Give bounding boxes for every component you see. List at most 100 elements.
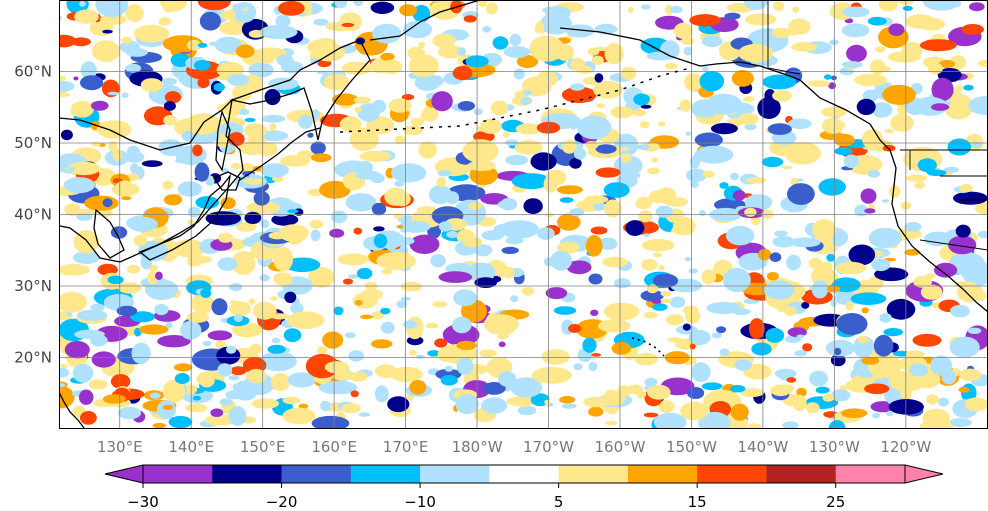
- anomaly-patch: [516, 55, 539, 68]
- anomaly-patch: [738, 43, 774, 63]
- anomaly-patch: [805, 402, 820, 414]
- anomaly-patch: [90, 303, 105, 311]
- anomaly-patch: [248, 62, 274, 78]
- anomaly-patch: [909, 363, 929, 377]
- anomaly-patch: [194, 60, 211, 71]
- anomaly-patch: [198, 373, 215, 388]
- anomaly-patch: [975, 202, 988, 215]
- anomaly-patch: [232, 322, 263, 338]
- anomaly-patch: [401, 221, 431, 233]
- anomaly-patch: [271, 337, 281, 344]
- anomaly-patch: [60, 129, 73, 141]
- anomaly-patch: [73, 366, 93, 375]
- lon-label-130w: 130°W: [809, 438, 860, 456]
- anomaly-patch: [452, 316, 472, 334]
- latitude-labels: 60°N 50°N 40°N 30°N 20°N: [14, 63, 52, 367]
- anomaly-patch: [826, 284, 841, 293]
- anomaly-patch: [175, 158, 192, 164]
- anomaly-patch: [770, 384, 791, 397]
- anomaly-patch: [846, 44, 867, 63]
- anomaly-patch: [399, 4, 417, 17]
- colorbar-segment: [558, 465, 629, 483]
- anomaly-patch: [632, 109, 647, 117]
- anomaly-patch: [384, 187, 408, 206]
- anomaly-patch: [702, 170, 715, 178]
- anomaly-patch: [467, 160, 496, 171]
- anomaly-patch: [256, 53, 275, 64]
- anomaly-patch: [438, 221, 453, 232]
- anomaly-patch: [164, 194, 182, 206]
- anomaly-patch: [216, 61, 245, 78]
- anomaly-patch: [683, 46, 693, 56]
- anomaly-patch: [699, 71, 725, 92]
- anomaly-patch: [133, 234, 148, 247]
- anomaly-patch: [235, 44, 255, 58]
- anomaly-patch: [376, 252, 417, 270]
- anomaly-patch: [652, 303, 668, 311]
- anomaly-patch: [614, 278, 631, 289]
- korea-coastline: [93, 208, 125, 259]
- anomaly-patch: [165, 321, 173, 329]
- anomaly-patch: [652, 273, 679, 288]
- anomaly-patch: [570, 83, 585, 91]
- anomaly-patch: [591, 353, 602, 357]
- anomaly-patch: [684, 74, 703, 92]
- anomaly-patch: [644, 311, 658, 319]
- anomaly-patch: [565, 24, 595, 38]
- anomaly-patch: [888, 23, 905, 36]
- anomaly-patch: [617, 385, 632, 397]
- anomaly-patch: [529, 379, 541, 390]
- anomaly-patch: [259, 274, 270, 282]
- anomaly-patch: [503, 46, 531, 58]
- japan-coastline: [138, 173, 232, 261]
- anomaly-patch: [841, 61, 863, 69]
- anomaly-patch: [926, 394, 939, 405]
- anomaly-patch: [310, 58, 319, 65]
- anomaly-patch: [318, 380, 358, 395]
- anomaly-patch: [888, 185, 901, 198]
- anomaly-patch: [542, 6, 560, 14]
- anomaly-patch: [782, 282, 794, 293]
- anomaly-patch: [638, 210, 653, 223]
- graticule: [59, 0, 988, 429]
- hawaii-islands: [631, 337, 665, 357]
- anomaly-patch: [591, 55, 604, 66]
- anomaly-patch: [796, 334, 805, 339]
- anomaly-patch: [870, 401, 896, 413]
- colorbar-segment: [697, 465, 767, 483]
- anomaly-patch: [174, 373, 190, 384]
- anomaly-patch: [786, 254, 801, 271]
- anomaly-patch: [287, 372, 316, 388]
- lon-label-180w: 180°W: [452, 438, 503, 456]
- anomaly-patch: [767, 271, 779, 281]
- anomaly-patch: [76, 309, 108, 321]
- longitude-labels: 130°E 140°E 150°E 160°E 170°E 180°W 170°…: [97, 438, 932, 456]
- anomaly-patch: [59, 385, 75, 409]
- anomaly-patch: [220, 197, 236, 210]
- anomaly-patch: [948, 235, 977, 255]
- anomaly-patch: [91, 351, 116, 368]
- anomaly-patch: [310, 229, 321, 242]
- anomaly-patch: [374, 364, 397, 378]
- anomaly-patch: [76, 212, 93, 221]
- anomaly-patch: [390, 366, 423, 383]
- anomaly-patch: [80, 75, 104, 91]
- anomaly-patch: [594, 46, 607, 51]
- anomaly-patch: [161, 77, 177, 86]
- anomaly-patch: [699, 209, 706, 217]
- anomaly-patch: [438, 271, 473, 283]
- anomaly-patch: [914, 181, 925, 189]
- anomaly-patch: [872, 250, 884, 257]
- anomaly-patch: [786, 377, 797, 383]
- anomaly-patch: [474, 244, 493, 257]
- lon-label-170w: 170°W: [523, 438, 574, 456]
- anomaly-patch: [217, 363, 233, 377]
- anomaly-patch: [656, 20, 670, 27]
- anomaly-patch: [436, 177, 447, 188]
- lat-label-40: 40°N: [14, 206, 52, 224]
- colorbar-segment: [835, 465, 906, 483]
- anomaly-patch: [268, 77, 299, 91]
- anomaly-patch: [765, 327, 785, 343]
- anomaly-patch: [590, 226, 608, 235]
